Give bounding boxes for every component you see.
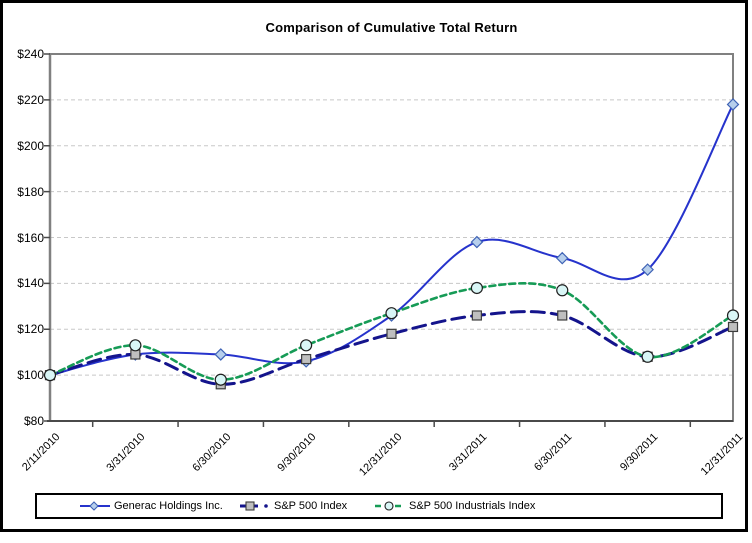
y-axis-label: $120 xyxy=(17,322,44,337)
y-axis-label: $100 xyxy=(17,368,44,383)
y-axis-label: $160 xyxy=(17,230,44,245)
legend-sample-industrials-line-icon xyxy=(375,501,405,511)
legend-label-generac: Generac Holdings Inc. xyxy=(114,500,223,512)
legend-entry-sp500: S&P 500 Index xyxy=(240,500,347,512)
y-axis-label: $80 xyxy=(23,414,44,428)
y-axis-label: $240 xyxy=(17,47,44,61)
y-axis-label: $140 xyxy=(17,276,44,291)
y-axis-label: $200 xyxy=(17,138,44,153)
y-axis-label: $180 xyxy=(17,184,44,199)
legend-label-sp500: S&P 500 Index xyxy=(274,500,348,512)
legend-label-industrials: S&P 500 Industrials Index xyxy=(409,500,536,512)
chart-title: Comparison of Cumulative Total Return xyxy=(265,20,518,35)
y-axis-label: $220 xyxy=(17,92,44,107)
legend-sample-sp500-line-icon xyxy=(240,501,268,511)
figure-border xyxy=(0,0,748,532)
legend: Generac Holdings Inc. S&P 500 Index S&P … xyxy=(35,493,723,519)
legend-entry-generac: Generac Holdings Inc. xyxy=(80,500,223,512)
legend-sample-generac-line-icon xyxy=(80,501,110,511)
legend-entry-industrials: S&P 500 Industrials Index xyxy=(375,500,535,512)
